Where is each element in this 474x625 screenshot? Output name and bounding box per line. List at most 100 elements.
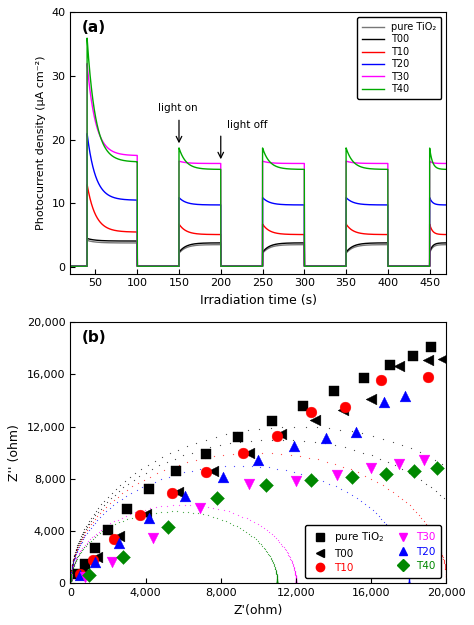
- Point: [405, 578, 413, 587]
- Point: [302, 422, 310, 432]
- Point: [376, 454, 384, 464]
- Point: [401, 552, 409, 562]
- Point: [292, 578, 300, 588]
- Point: [405, 578, 413, 588]
- Point: [273, 578, 281, 588]
- Point: [405, 578, 413, 588]
- Point: [292, 574, 300, 584]
- Point: [273, 578, 281, 588]
- Point: [68, 561, 76, 571]
- Point: [242, 527, 250, 537]
- Point: [257, 435, 265, 445]
- Point: [273, 578, 281, 587]
- Point: [273, 578, 281, 588]
- Point: [263, 546, 270, 556]
- Point: [443, 572, 450, 582]
- Point: [404, 565, 411, 575]
- Point: [405, 577, 413, 587]
- Point: [428, 342, 435, 352]
- Point: [405, 578, 413, 588]
- Point: [292, 575, 300, 585]
- Point: [226, 518, 234, 528]
- Point: [405, 578, 413, 588]
- Point: [93, 530, 101, 540]
- Point: [68, 567, 75, 577]
- Point: [67, 572, 74, 582]
- Point: [77, 539, 84, 549]
- Point: [127, 509, 134, 519]
- Point: [273, 578, 281, 588]
- Point: [405, 578, 413, 588]
- Point: [271, 562, 279, 572]
- Point: [381, 397, 388, 407]
- Point: [273, 578, 281, 588]
- Point: [292, 578, 300, 588]
- Point: [273, 578, 281, 588]
- Point: [68, 566, 75, 576]
- Point: [273, 578, 281, 588]
- Point: [67, 566, 75, 576]
- Point: [273, 578, 281, 588]
- Point: [273, 578, 281, 588]
- Point: [442, 566, 449, 576]
- Point: [405, 578, 413, 588]
- Point: [405, 578, 413, 588]
- Point: [273, 578, 281, 588]
- Point: [292, 571, 300, 581]
- Point: [401, 554, 409, 564]
- Point: [405, 574, 412, 584]
- Point: [422, 519, 429, 529]
- Point: [67, 572, 75, 582]
- Point: [67, 569, 75, 579]
- Point: [314, 454, 322, 464]
- Point: [292, 577, 300, 587]
- Point: [405, 578, 413, 588]
- Point: [273, 578, 281, 588]
- Point: [405, 578, 413, 588]
- Point: [405, 578, 413, 587]
- Point: [435, 541, 443, 551]
- Point: [292, 578, 300, 588]
- Point: [292, 576, 300, 586]
- Point: [292, 578, 300, 588]
- Point: [67, 569, 75, 579]
- Point: [292, 578, 300, 588]
- Point: [292, 578, 300, 588]
- Point: [292, 578, 300, 587]
- Point: [405, 577, 413, 587]
- Point: [114, 514, 121, 524]
- Point: [77, 531, 85, 541]
- Point: [273, 578, 281, 588]
- Point: [192, 438, 200, 448]
- Point: [289, 560, 297, 570]
- Point: [405, 578, 413, 588]
- Point: [76, 541, 83, 551]
- Point: [68, 569, 75, 579]
- Point: [292, 578, 300, 587]
- Point: [273, 578, 281, 588]
- Point: [273, 578, 281, 588]
- Point: [273, 578, 281, 588]
- Point: [405, 578, 413, 588]
- Point: [273, 578, 281, 588]
- Point: [273, 578, 281, 588]
- Point: [273, 578, 281, 588]
- Point: [67, 576, 74, 586]
- Point: [292, 578, 300, 588]
- Point: [78, 566, 85, 576]
- Point: [439, 554, 447, 564]
- Point: [405, 578, 413, 588]
- Point: [292, 578, 300, 587]
- Point: [174, 444, 182, 454]
- Point: [292, 578, 300, 588]
- Point: [405, 578, 413, 588]
- Point: [314, 422, 321, 432]
- Point: [292, 578, 300, 588]
- Point: [405, 577, 413, 587]
- Point: [273, 578, 281, 588]
- Point: [405, 578, 413, 588]
- Point: [273, 578, 281, 587]
- Point: [292, 578, 300, 588]
- Point: [273, 578, 281, 588]
- Point: [273, 578, 281, 588]
